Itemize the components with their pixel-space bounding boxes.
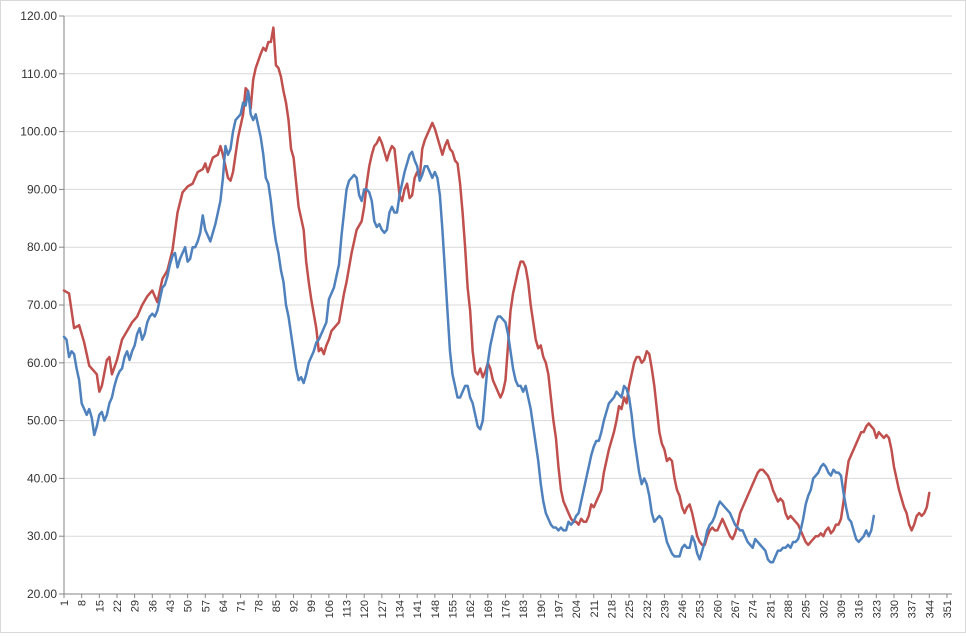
x-tick-label: 169 xyxy=(483,600,495,618)
x-tick-label: 8 xyxy=(77,600,89,606)
y-tick-label: 40.00 xyxy=(27,471,57,485)
x-tick-label: 127 xyxy=(377,600,389,618)
x-tick-label: 274 xyxy=(748,600,760,618)
series-line-2 xyxy=(62,89,876,564)
x-tick-label: 15 xyxy=(94,600,106,612)
x-tick-label: 323 xyxy=(871,600,883,618)
x-tick-label: 71 xyxy=(236,600,248,612)
x-tick-label: 29 xyxy=(130,600,142,612)
x-tick-label: 246 xyxy=(677,600,689,618)
x-tick-label: 190 xyxy=(536,600,548,618)
x-tick-label: 183 xyxy=(518,600,530,618)
x-tick-label: 288 xyxy=(783,600,795,618)
y-tick-label: 70.00 xyxy=(27,298,57,312)
x-tick-label: 120 xyxy=(359,600,371,618)
y-tick-label: 80.00 xyxy=(27,240,57,254)
x-tick-label: 50 xyxy=(183,600,195,612)
x-tick-label: 197 xyxy=(553,600,565,618)
x-tick-label: 302 xyxy=(818,600,830,618)
y-tick-label: 90.00 xyxy=(27,182,57,196)
y-tick-label: 60.00 xyxy=(27,356,57,370)
x-tick-label: 43 xyxy=(165,600,177,612)
x-tick-label: 162 xyxy=(465,600,477,618)
y-tick-label: 20.00 xyxy=(27,587,57,601)
x-tick-label: 78 xyxy=(253,600,265,612)
x-tick-label: 211 xyxy=(589,600,601,618)
x-tick-label: 204 xyxy=(571,600,583,618)
y-tick-label: 30.00 xyxy=(27,529,57,543)
x-tick-label: 141 xyxy=(412,600,424,618)
y-axis-ticks: 20.00 30.00 40.00 50.00 60.00 70.00 80.00 90.00… xyxy=(20,9,64,601)
y-tick-label: 110.00 xyxy=(21,67,57,81)
x-tick-label: 351 xyxy=(942,600,954,618)
series-lines xyxy=(62,26,931,564)
x-tick-label: 36 xyxy=(147,600,159,612)
x-tick-label: 22 xyxy=(112,600,124,612)
x-tick-label: 155 xyxy=(448,600,460,618)
y-tick-label: 120.00 xyxy=(20,9,57,23)
x-tick-label: 57 xyxy=(200,600,212,612)
x-tick-label: 260 xyxy=(712,600,724,618)
x-tick-label: 330 xyxy=(889,600,901,618)
x-tick-label: 267 xyxy=(730,600,742,618)
x-tick-label: 225 xyxy=(624,600,636,618)
x-tick-label: 106 xyxy=(324,600,336,618)
x-tick-label: 113 xyxy=(342,600,354,618)
x-tick-label: 295 xyxy=(801,600,813,618)
x-axis-ticks: 1 8 15 22 29 36 43 50 57 64 71 78 85 92 99 106 113 120 127… xyxy=(59,594,954,618)
x-tick-label: 1 xyxy=(59,600,71,606)
x-tick-label: 316 xyxy=(854,600,866,618)
x-tick-label: 92 xyxy=(289,600,301,612)
x-tick-label: 232 xyxy=(642,600,654,618)
x-tick-label: 176 xyxy=(500,600,512,618)
x-tick-label: 337 xyxy=(907,600,919,618)
x-tick-label: 281 xyxy=(765,600,777,618)
x-tick-label: 134 xyxy=(395,600,407,618)
x-tick-label: 64 xyxy=(218,600,230,612)
x-tick-label: 148 xyxy=(430,600,442,618)
x-tick-label: 218 xyxy=(606,600,618,618)
x-tick-label: 309 xyxy=(836,600,848,618)
x-tick-label: 253 xyxy=(695,600,707,618)
x-tick-label: 85 xyxy=(271,600,283,612)
x-tick-label: 239 xyxy=(659,600,671,618)
gridlines xyxy=(64,15,952,537)
x-tick-label: 99 xyxy=(306,600,318,612)
y-tick-label: 50.00 xyxy=(27,414,57,428)
y-tick-label: 100.00 xyxy=(20,125,57,139)
x-tick-label: 344 xyxy=(924,600,936,618)
